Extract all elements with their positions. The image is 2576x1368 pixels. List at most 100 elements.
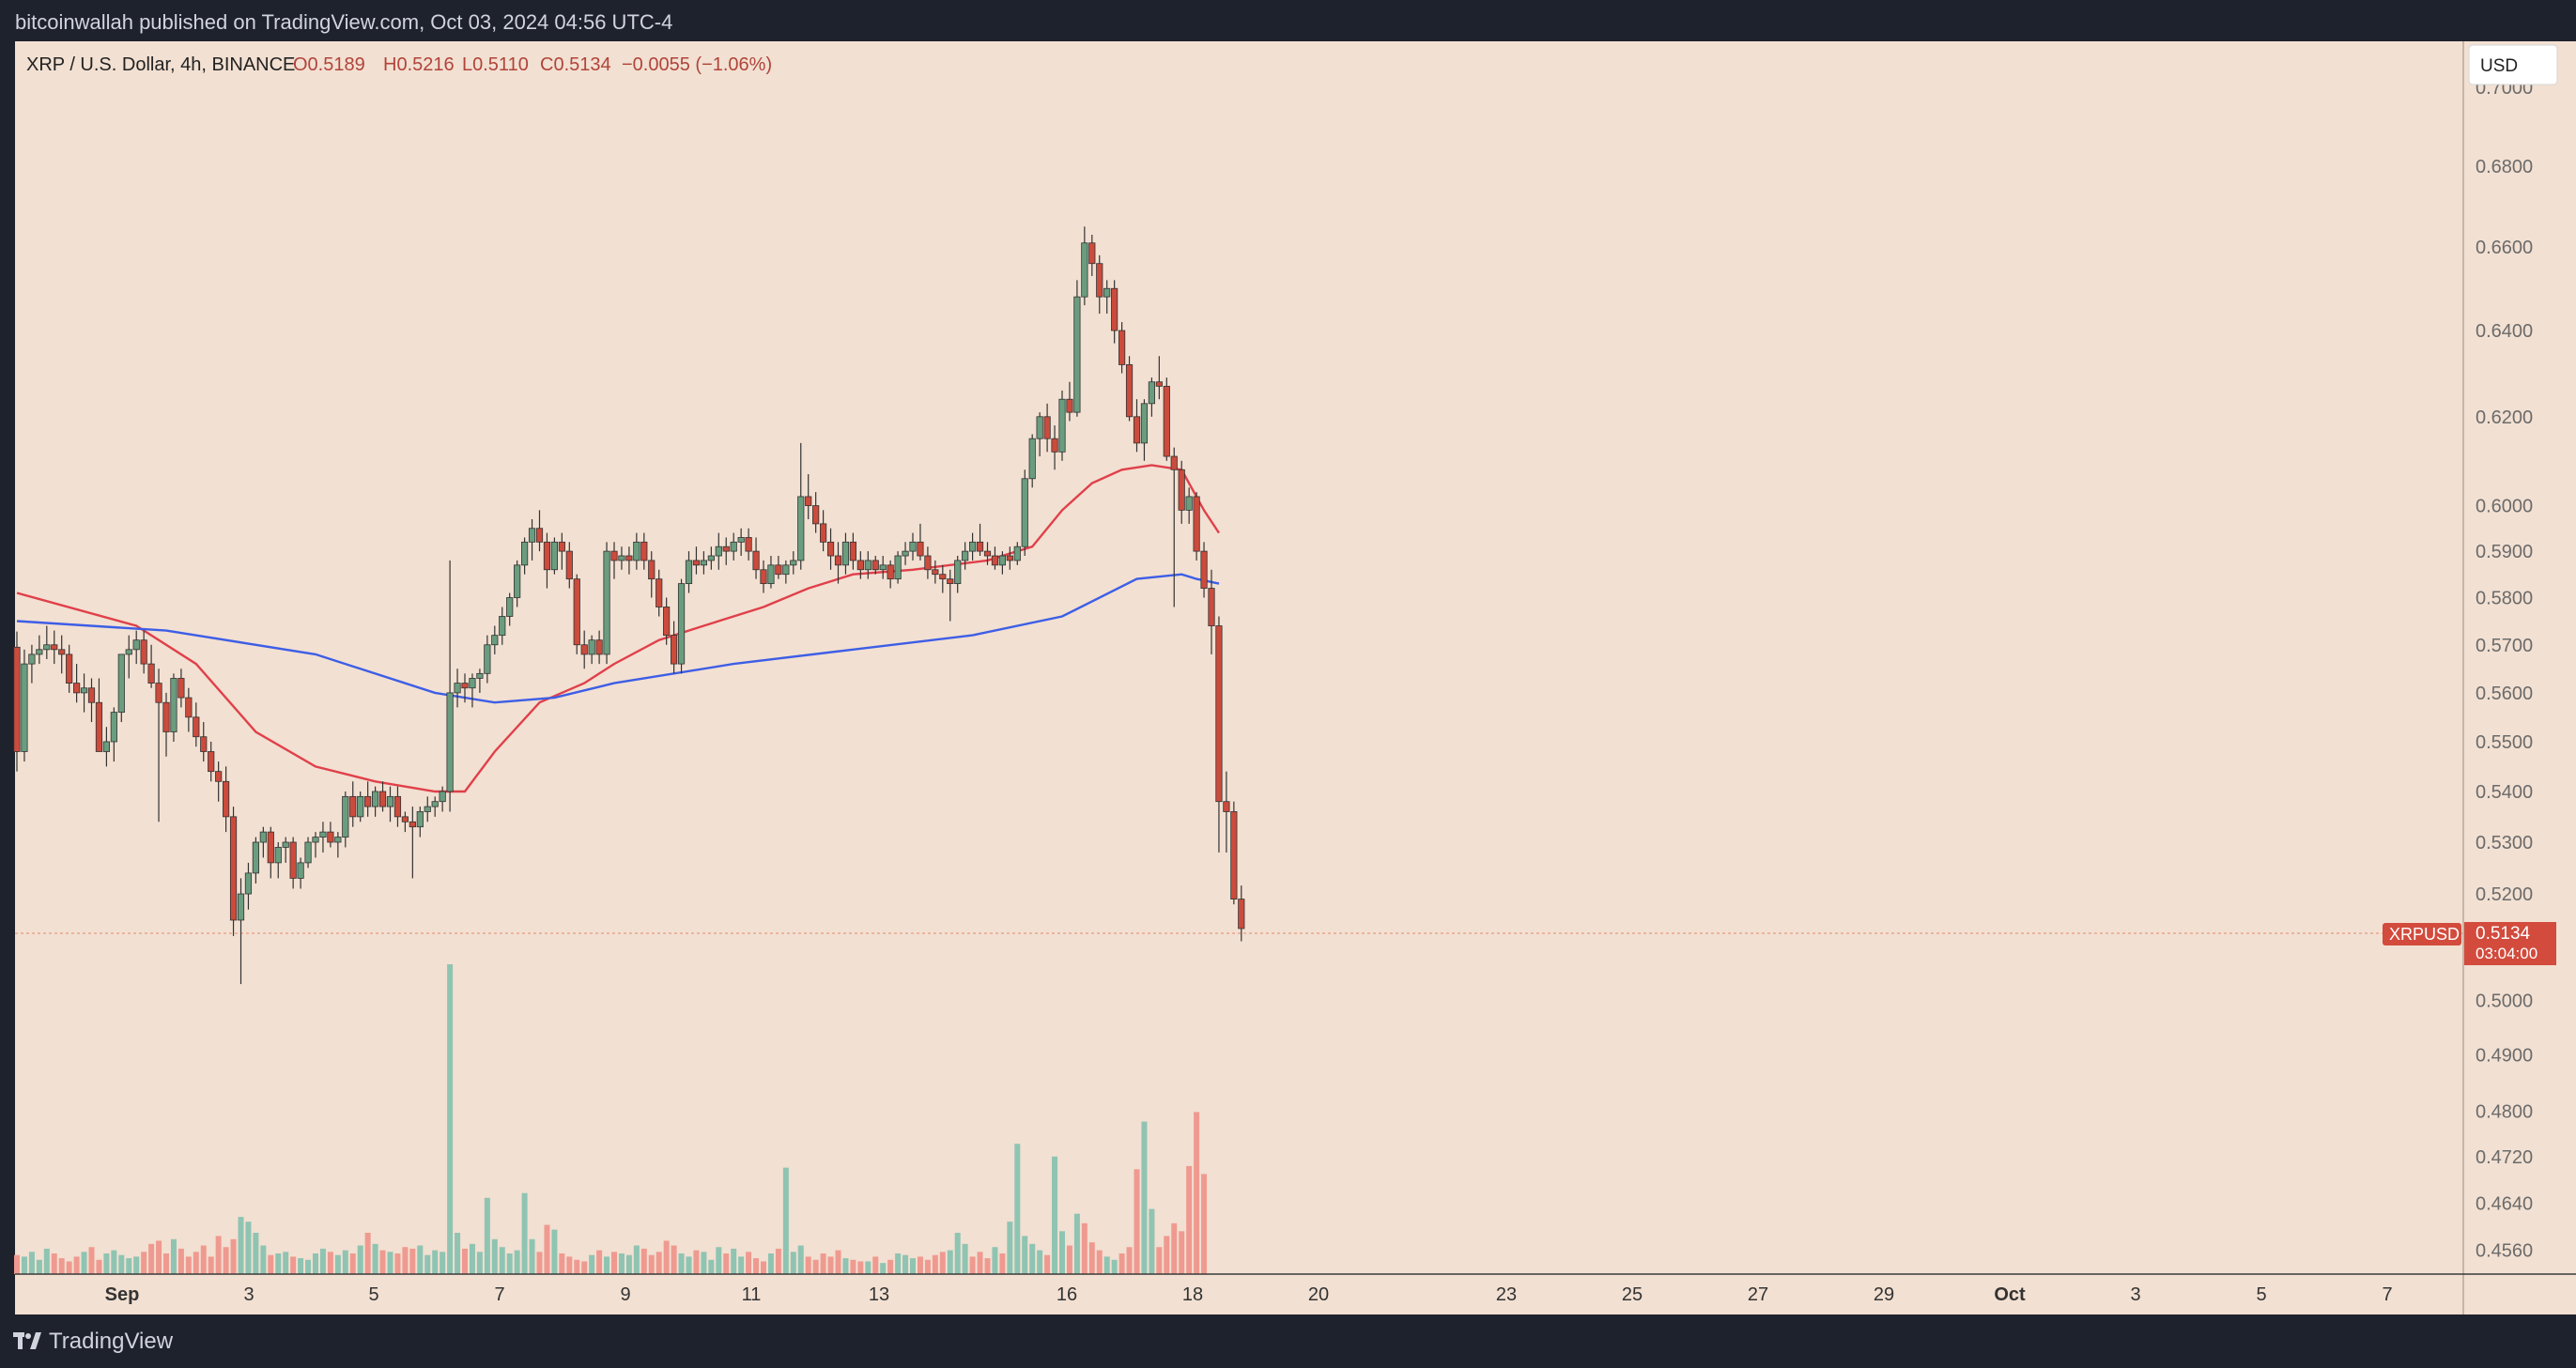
time-tick-label: 11	[742, 1284, 762, 1305]
candle	[671, 621, 678, 674]
candle-body	[671, 635, 678, 665]
time-tick-label: 20	[1308, 1284, 1329, 1305]
candle	[864, 551, 872, 579]
candle	[797, 442, 805, 570]
candle-body	[1208, 588, 1215, 626]
candle-body	[1081, 242, 1088, 298]
candle-body	[962, 550, 969, 561]
candle	[826, 528, 835, 570]
candle	[685, 551, 693, 593]
volume-bar	[924, 1259, 931, 1274]
volume-bar	[880, 1263, 887, 1274]
candle-body	[364, 795, 372, 807]
candle	[722, 537, 730, 565]
candle	[656, 569, 663, 617]
legend-symbol: XRP / U.S. Dollar, 4h, BINANCE	[26, 54, 295, 75]
volume-bar	[319, 1248, 326, 1274]
volume-bar	[260, 1245, 267, 1274]
candle-body	[909, 541, 917, 552]
volume-bar	[797, 1245, 804, 1274]
candle	[1028, 434, 1036, 488]
candle-body	[1096, 263, 1103, 298]
volume-bar	[51, 1253, 57, 1274]
candle	[454, 669, 461, 708]
time-tick-label: 23	[1496, 1284, 1517, 1305]
volume-bar	[521, 1192, 528, 1274]
candle	[1193, 492, 1200, 561]
candle	[162, 692, 170, 757]
candle	[947, 569, 954, 622]
candle-body	[469, 678, 476, 689]
time-tick-label: 9	[620, 1284, 630, 1305]
candle	[1163, 377, 1170, 461]
price-tick-label: 0.4900	[2476, 1046, 2533, 1067]
time-tick-label: 5	[368, 1284, 378, 1305]
volume-bar	[529, 1238, 535, 1274]
candle	[1096, 254, 1103, 315]
volume-bar	[604, 1256, 610, 1274]
currency-button[interactable]: USD	[2468, 44, 2558, 85]
volume-bars	[14, 964, 1208, 1274]
candle-body	[1133, 416, 1141, 444]
candle-body	[193, 716, 200, 738]
candle	[506, 592, 514, 626]
candle-body	[461, 683, 469, 689]
candle-body	[304, 841, 312, 864]
volume-bar	[536, 1252, 543, 1274]
candle-body	[730, 541, 737, 552]
volume-bar	[805, 1256, 811, 1274]
candle-body	[125, 649, 132, 655]
candle-body	[132, 639, 140, 651]
candle-body	[484, 644, 491, 674]
price-chart[interactable]: 0.70000.68000.66000.64000.62000.60000.59…	[0, 41, 2576, 1314]
time-tick-label: Oct	[1994, 1284, 2026, 1305]
volume-bar	[357, 1245, 363, 1274]
candle	[1140, 399, 1149, 461]
candle-body	[692, 560, 701, 566]
volume-bar	[88, 1247, 95, 1274]
candle-body	[386, 795, 394, 807]
volume-bar	[574, 1259, 580, 1274]
candle	[1238, 885, 1245, 942]
volume-bar	[126, 1258, 132, 1274]
candle	[1208, 569, 1215, 654]
candle	[1118, 322, 1126, 374]
volume-bar	[723, 1253, 730, 1274]
candle	[924, 546, 932, 579]
candle-body	[36, 649, 43, 655]
candle	[147, 644, 155, 688]
volume-bar	[625, 1254, 632, 1274]
candle	[849, 532, 857, 570]
candle-body	[760, 569, 767, 584]
candle-body	[371, 791, 379, 807]
volume-bar	[887, 1259, 894, 1274]
candle	[737, 528, 745, 557]
candle-body	[543, 541, 551, 571]
candle	[1006, 546, 1013, 570]
candle	[841, 532, 850, 575]
candle-body	[13, 646, 21, 752]
candle	[610, 542, 618, 579]
candle-body	[969, 541, 977, 552]
volume-bar	[835, 1250, 841, 1274]
candle-body	[1125, 364, 1134, 418]
candle	[1073, 280, 1081, 417]
volume-bar	[1111, 1259, 1118, 1274]
candle-body	[864, 560, 872, 571]
candle-body	[700, 560, 708, 566]
candle	[565, 542, 573, 589]
candle-body	[1043, 416, 1051, 439]
candle-body	[312, 837, 319, 843]
candle-body	[976, 541, 984, 552]
candle	[969, 532, 977, 561]
candle	[208, 741, 215, 782]
volume-bar	[28, 1252, 35, 1274]
candle	[618, 546, 625, 570]
volume-bar	[387, 1252, 393, 1274]
volume-bar	[820, 1253, 826, 1274]
candle	[297, 857, 304, 889]
price-tick-label: 0.6200	[2476, 407, 2533, 428]
volume-bar	[111, 1250, 117, 1274]
candle	[872, 556, 879, 575]
candlesticks	[13, 226, 1245, 985]
